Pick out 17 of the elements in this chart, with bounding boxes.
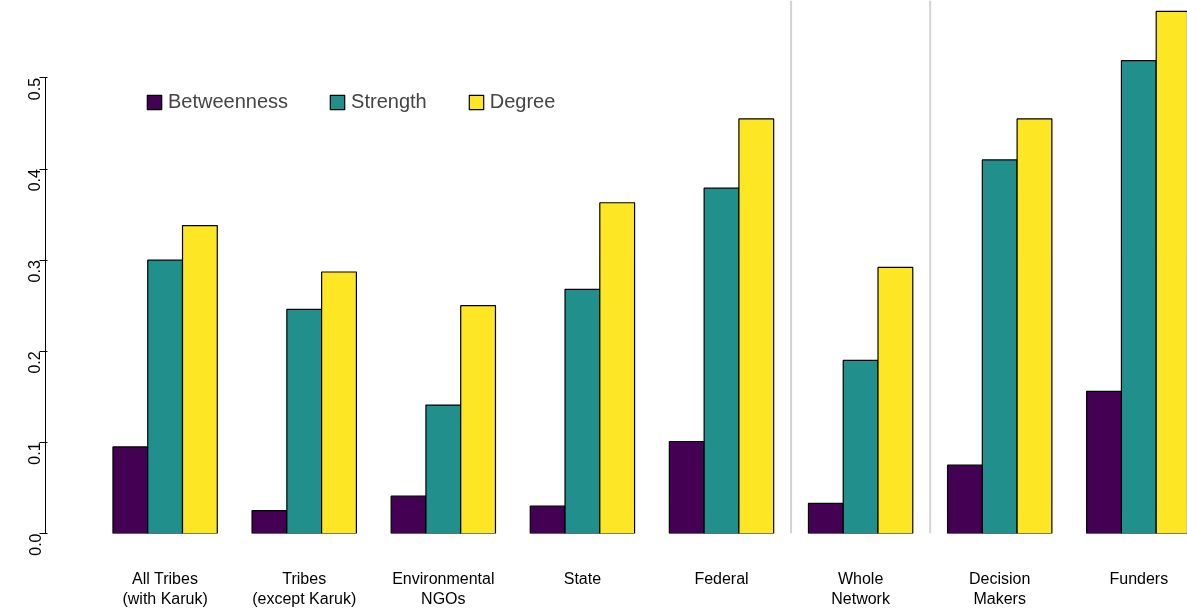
legend-label: Degree: [489, 90, 556, 113]
x-tick-label: Tribes (except Karuk): [252, 569, 357, 607]
x-tick-label: Environmental NGOs: [392, 569, 495, 607]
legend-label: Betweenness: [168, 90, 289, 113]
y-tick-label: 0.0: [26, 533, 44, 556]
y-tick-label: 0.3: [26, 260, 44, 283]
y-tick-label: 0.4: [26, 168, 44, 192]
x-tick-label: All Tribes (with Karuk): [122, 569, 208, 607]
x-tick-label: Funders: [1109, 569, 1169, 587]
y-tick-label: 0.1: [26, 442, 44, 465]
legend-label: Strength: [351, 90, 427, 113]
y-tick-label: 0.5: [26, 77, 44, 101]
y-tick-label: 0.2: [26, 351, 44, 374]
x-tick-label: Decision Makers: [969, 569, 1031, 607]
x-tick-label: Whole Network: [831, 569, 891, 607]
x-tick-label: Federal: [694, 569, 749, 587]
x-tick-label: State: [563, 569, 602, 587]
